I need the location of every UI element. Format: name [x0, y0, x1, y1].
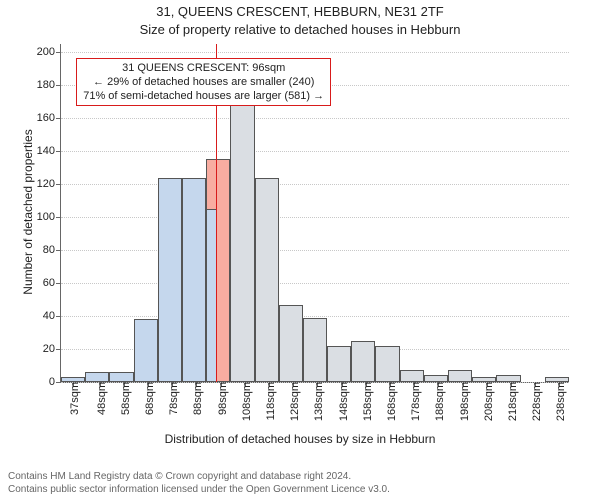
- histogram-bar: [279, 305, 303, 382]
- x-tick-label: 98sqm: [213, 382, 229, 415]
- x-tick-label: 198sqm: [455, 382, 471, 421]
- y-tick-label: 40: [43, 310, 61, 322]
- x-axis-label: Distribution of detached houses by size …: [0, 432, 600, 446]
- histogram-bar: [303, 318, 327, 382]
- footer-attribution: Contains HM Land Registry data © Crown c…: [8, 471, 390, 496]
- histogram-bar: [375, 346, 399, 382]
- x-tick-label: 118sqm: [261, 382, 277, 420]
- x-tick-label: 138sqm: [309, 382, 325, 421]
- x-tick-label: 108sqm: [237, 382, 253, 421]
- x-tick-label: 158sqm: [358, 382, 374, 421]
- x-tick-label: 208sqm: [479, 382, 495, 421]
- histogram-bar: [448, 370, 472, 382]
- histogram-bar: [158, 178, 182, 382]
- x-tick-label: 238sqm: [551, 382, 567, 421]
- gridline-h: [61, 184, 569, 185]
- x-tick-label: 88sqm: [188, 382, 204, 415]
- histogram-bar-marker-left: [206, 209, 216, 382]
- x-tick-label: 48sqm: [92, 382, 108, 415]
- histogram-bar: [351, 341, 375, 382]
- histogram-bar: [109, 372, 133, 382]
- histogram-bar: [85, 372, 109, 382]
- gridline-h: [61, 151, 569, 152]
- annotation-line-2: ← 29% of detached houses are smaller (24…: [83, 75, 324, 89]
- x-tick-label: 218sqm: [503, 382, 519, 421]
- x-tick-label: 68sqm: [140, 382, 156, 415]
- annotation-line-3: 71% of semi-detached houses are larger (…: [83, 89, 324, 103]
- y-tick-label: 80: [43, 244, 61, 256]
- x-tick-label: 58sqm: [116, 382, 132, 415]
- x-tick-label: 168sqm: [382, 382, 398, 421]
- histogram-bar: [255, 178, 279, 382]
- y-tick-label: 200: [37, 46, 61, 58]
- x-tick-label: 78sqm: [164, 382, 180, 415]
- y-tick-label: 160: [37, 112, 61, 124]
- x-tick-label: 128sqm: [285, 382, 301, 421]
- y-tick-label: 100: [37, 211, 61, 223]
- x-tick-label: 178sqm: [406, 382, 422, 421]
- y-tick-label: 0: [49, 376, 61, 388]
- x-tick-label: 228sqm: [527, 382, 543, 421]
- y-tick-label: 140: [37, 145, 61, 157]
- y-tick-label: 20: [43, 343, 61, 355]
- footer-line-2: Contains public sector information licen…: [8, 484, 390, 497]
- histogram-bar: [496, 375, 520, 382]
- x-tick-label: 37sqm: [65, 382, 81, 415]
- y-tick-label: 60: [43, 277, 61, 289]
- histogram-bar: [134, 319, 158, 382]
- histogram-bar: [230, 98, 254, 382]
- y-tick-label: 120: [37, 178, 61, 190]
- histogram-bar: [400, 370, 424, 382]
- gridline-h: [61, 250, 569, 251]
- footer-line-1: Contains HM Land Registry data © Crown c…: [8, 471, 390, 484]
- chart-title-main: 31, QUEENS CRESCENT, HEBBURN, NE31 2TF: [0, 4, 600, 19]
- annotation-box: 31 QUEENS CRESCENT: 96sqm← 29% of detach…: [76, 58, 331, 107]
- plot-area: 02040608010012014016018020037sqm48sqm58s…: [60, 44, 569, 383]
- y-axis-label: Number of detached properties: [21, 112, 35, 312]
- x-tick-label: 148sqm: [334, 382, 350, 421]
- annotation-line-1: 31 QUEENS CRESCENT: 96sqm: [83, 61, 324, 75]
- gridline-h: [61, 283, 569, 284]
- gridline-h: [61, 52, 569, 53]
- chart-title-sub: Size of property relative to detached ho…: [0, 22, 600, 37]
- histogram-bar: [182, 178, 206, 382]
- x-tick-label: 188sqm: [430, 382, 446, 421]
- gridline-h: [61, 118, 569, 119]
- gridline-h: [61, 217, 569, 218]
- y-tick-label: 180: [37, 79, 61, 91]
- histogram-bar: [424, 375, 448, 382]
- histogram-bar: [327, 346, 351, 382]
